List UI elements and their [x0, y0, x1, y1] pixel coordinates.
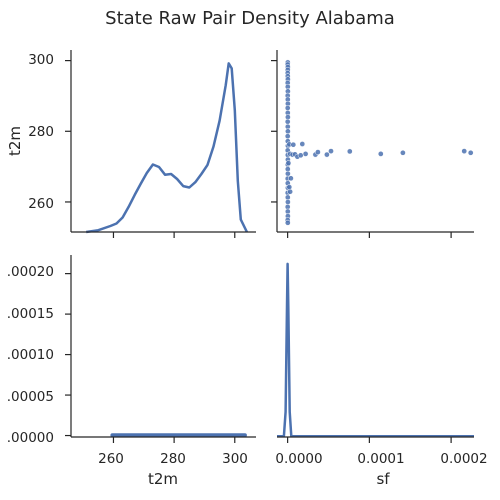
- y-tick-label: .00005: [7, 389, 54, 405]
- scatter-points: [284, 59, 474, 226]
- scatter-point: [288, 175, 294, 182]
- scatter-point: [284, 133, 291, 140]
- x-axis-label: sf: [376, 470, 390, 488]
- y-tick-label: 280: [28, 124, 54, 140]
- y-tick-label: .00020: [7, 264, 54, 280]
- kde-contour-band: [110, 433, 247, 438]
- y-tick-label: 260: [28, 196, 54, 212]
- panel-sf-sf: 0.0000 0.0001 0.0002 sf: [275, 262, 488, 488]
- chart-title: State Raw Pair Density Alabama: [105, 8, 395, 29]
- scatter-point: [467, 149, 474, 156]
- x-tick-label: 0.0002: [440, 451, 487, 467]
- scatter-point: [290, 141, 297, 148]
- scatter-point: [285, 170, 291, 177]
- scatter-point: [285, 128, 291, 135]
- scatter-point: [346, 148, 353, 155]
- scatter-point: [286, 184, 293, 190]
- panel-t2m-t2m-ticks: [65, 60, 236, 238]
- panel-t2m-t2m: 300 280 260 t2m: [6, 50, 256, 238]
- scatter-point: [284, 219, 291, 226]
- scatter-point: [461, 148, 468, 154]
- panel-sf-sf-ticks: [287, 437, 452, 443]
- panel-sf-t2m-ticks: [271, 60, 452, 238]
- kde-curve-sf: [277, 262, 474, 438]
- y-tick-label: .00000: [7, 430, 54, 446]
- scatter-point: [284, 118, 291, 125]
- y-axis-label: t2m: [6, 126, 24, 156]
- kde-curve-t2m: [86, 62, 249, 234]
- scatter-point: [302, 151, 309, 157]
- scatter-point: [315, 149, 321, 155]
- panel-t2m-sf: .00020 .00015 .00010 .00005 .00000 260 2…: [7, 255, 256, 488]
- scatter-point: [299, 141, 306, 147]
- y-tick-label: 300: [28, 52, 54, 68]
- scatter-point: [377, 151, 384, 157]
- scatter-point: [285, 199, 291, 205]
- scatter-point: [287, 188, 293, 195]
- panel-sf-t2m: [271, 50, 474, 238]
- x-tick-label: 300: [222, 451, 248, 467]
- scatter-point: [324, 151, 330, 158]
- panel-t2m-sf-ticks: [65, 273, 236, 443]
- scatter-point: [297, 152, 304, 159]
- x-tick-label: 260: [98, 451, 124, 467]
- scatter-point: [400, 149, 406, 156]
- x-tick-label: 0.0000: [275, 451, 322, 467]
- x-tick-label: 0.0001: [357, 451, 404, 467]
- scatter-point: [328, 148, 334, 154]
- y-tick-label: .00015: [7, 306, 54, 322]
- scatter-point: [285, 160, 292, 166]
- x-axis-label: t2m: [148, 470, 178, 488]
- x-tick-label: 280: [160, 451, 186, 467]
- y-tick-label: .00010: [7, 347, 54, 363]
- scatter-point: [284, 105, 291, 111]
